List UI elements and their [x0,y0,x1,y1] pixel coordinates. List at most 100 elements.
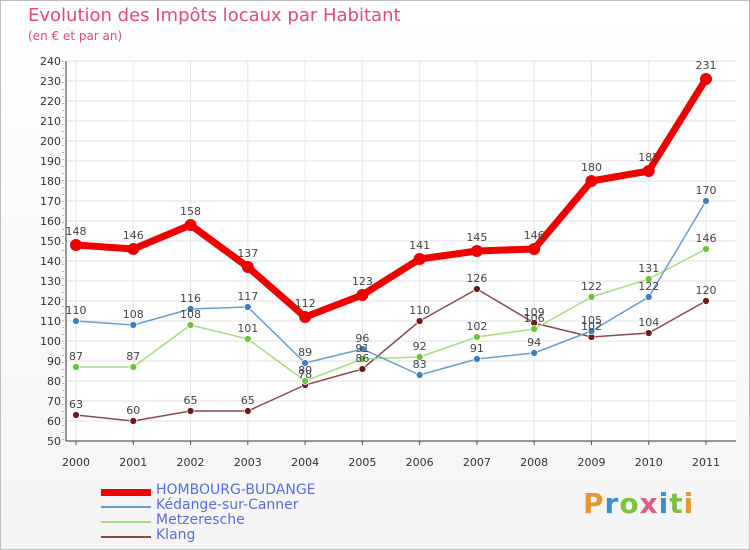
data-point [415,353,424,361]
y-tick-label: 200 [40,135,61,148]
y-tick-label: 170 [40,195,61,208]
y-tick-label: 160 [40,215,61,228]
data-label: 96 [355,332,369,345]
data-label: 180 [581,161,602,174]
y-tick-label: 50 [47,435,61,448]
data-label: 63 [69,398,83,411]
data-point [528,243,541,255]
data-label: 94 [527,336,541,349]
data-label: 158 [180,205,201,218]
data-label: 83 [413,358,427,371]
data-label: 102 [581,320,602,333]
data-point [70,239,82,251]
data-point [415,317,424,325]
data-label: 91 [470,342,484,355]
logo-letter: P [583,487,605,520]
data-point [72,317,80,325]
data-label: 65 [241,394,255,407]
x-tick-label: 2004 [291,456,319,469]
data-label: 110 [66,304,87,317]
legend-label: Klang [156,527,196,543]
data-point [587,327,596,335]
data-label: 101 [237,322,258,335]
data-label: 108 [180,308,201,321]
data-point [530,325,539,333]
y-tick-label: 190 [40,155,61,168]
data-label: 87 [126,350,140,363]
legend-swatch [101,536,151,538]
data-label: 141 [409,239,430,252]
data-point [129,417,138,425]
data-point [473,333,481,341]
data-point [702,297,710,305]
data-point [301,377,309,385]
data-point [358,355,367,363]
data-label: 122 [638,280,659,293]
series-line [75,200,707,376]
logo-letter: i [658,487,670,520]
data-label: 116 [180,292,201,305]
data-point [585,175,598,187]
data-point [356,289,369,301]
legend-swatch [101,521,151,523]
logo-letter: r [604,487,620,520]
data-label: 137 [237,247,258,260]
x-tick-label: 2000 [62,456,90,469]
data-point [127,243,140,255]
data-label: 146 [524,229,545,242]
data-point [129,363,138,371]
legend-label: Kédange-sur-Canner [156,497,299,513]
x-tick-label: 2010 [635,456,663,469]
data-point [702,197,710,205]
y-tick-label: 210 [40,115,61,128]
x-tick-label: 2011 [692,456,720,469]
data-point [186,305,195,313]
x-tick-label: 2009 [577,456,605,469]
series-line [75,288,707,422]
data-label: 117 [237,290,258,303]
y-tick-label: 230 [40,75,61,88]
data-point [184,219,197,231]
data-label: 110 [409,304,430,317]
data-point [243,303,252,311]
data-label: 108 [123,308,144,321]
data-point [241,261,254,273]
data-label: 92 [413,340,427,353]
x-tick-label: 2003 [234,456,262,469]
data-point [415,371,424,379]
series-line [75,248,707,382]
data-point [413,253,426,265]
y-tick-label: 120 [40,295,61,308]
data-point [530,349,539,357]
data-point [644,275,653,283]
data-label: 60 [126,404,140,417]
x-tick-label: 2008 [520,456,548,469]
data-point [644,293,653,301]
y-tick-label: 130 [40,275,61,288]
data-point [702,245,710,253]
data-label: 146 [696,232,717,245]
data-point [358,345,367,353]
logo-letter: t [669,487,684,520]
data-point [243,407,252,415]
legend-swatch [101,506,151,508]
data-label: 65 [184,394,198,407]
data-point [129,321,138,329]
proxiti-logo: Proxiti [583,487,694,520]
chart-subtitle: (en € et par an) [28,29,123,43]
data-label: 109 [524,306,545,319]
data-point [186,407,195,415]
data-label: 148 [66,225,87,238]
x-tick-label: 2006 [406,456,434,469]
data-point [301,359,309,367]
y-tick-label: 70 [47,395,61,408]
data-label: 126 [466,272,487,285]
y-tick-label: 90 [47,355,61,368]
legend-label: Metzeresche [156,512,245,528]
data-label: 122 [581,280,602,293]
data-point [587,293,596,301]
plot-area [66,61,736,441]
series-line [72,75,710,321]
